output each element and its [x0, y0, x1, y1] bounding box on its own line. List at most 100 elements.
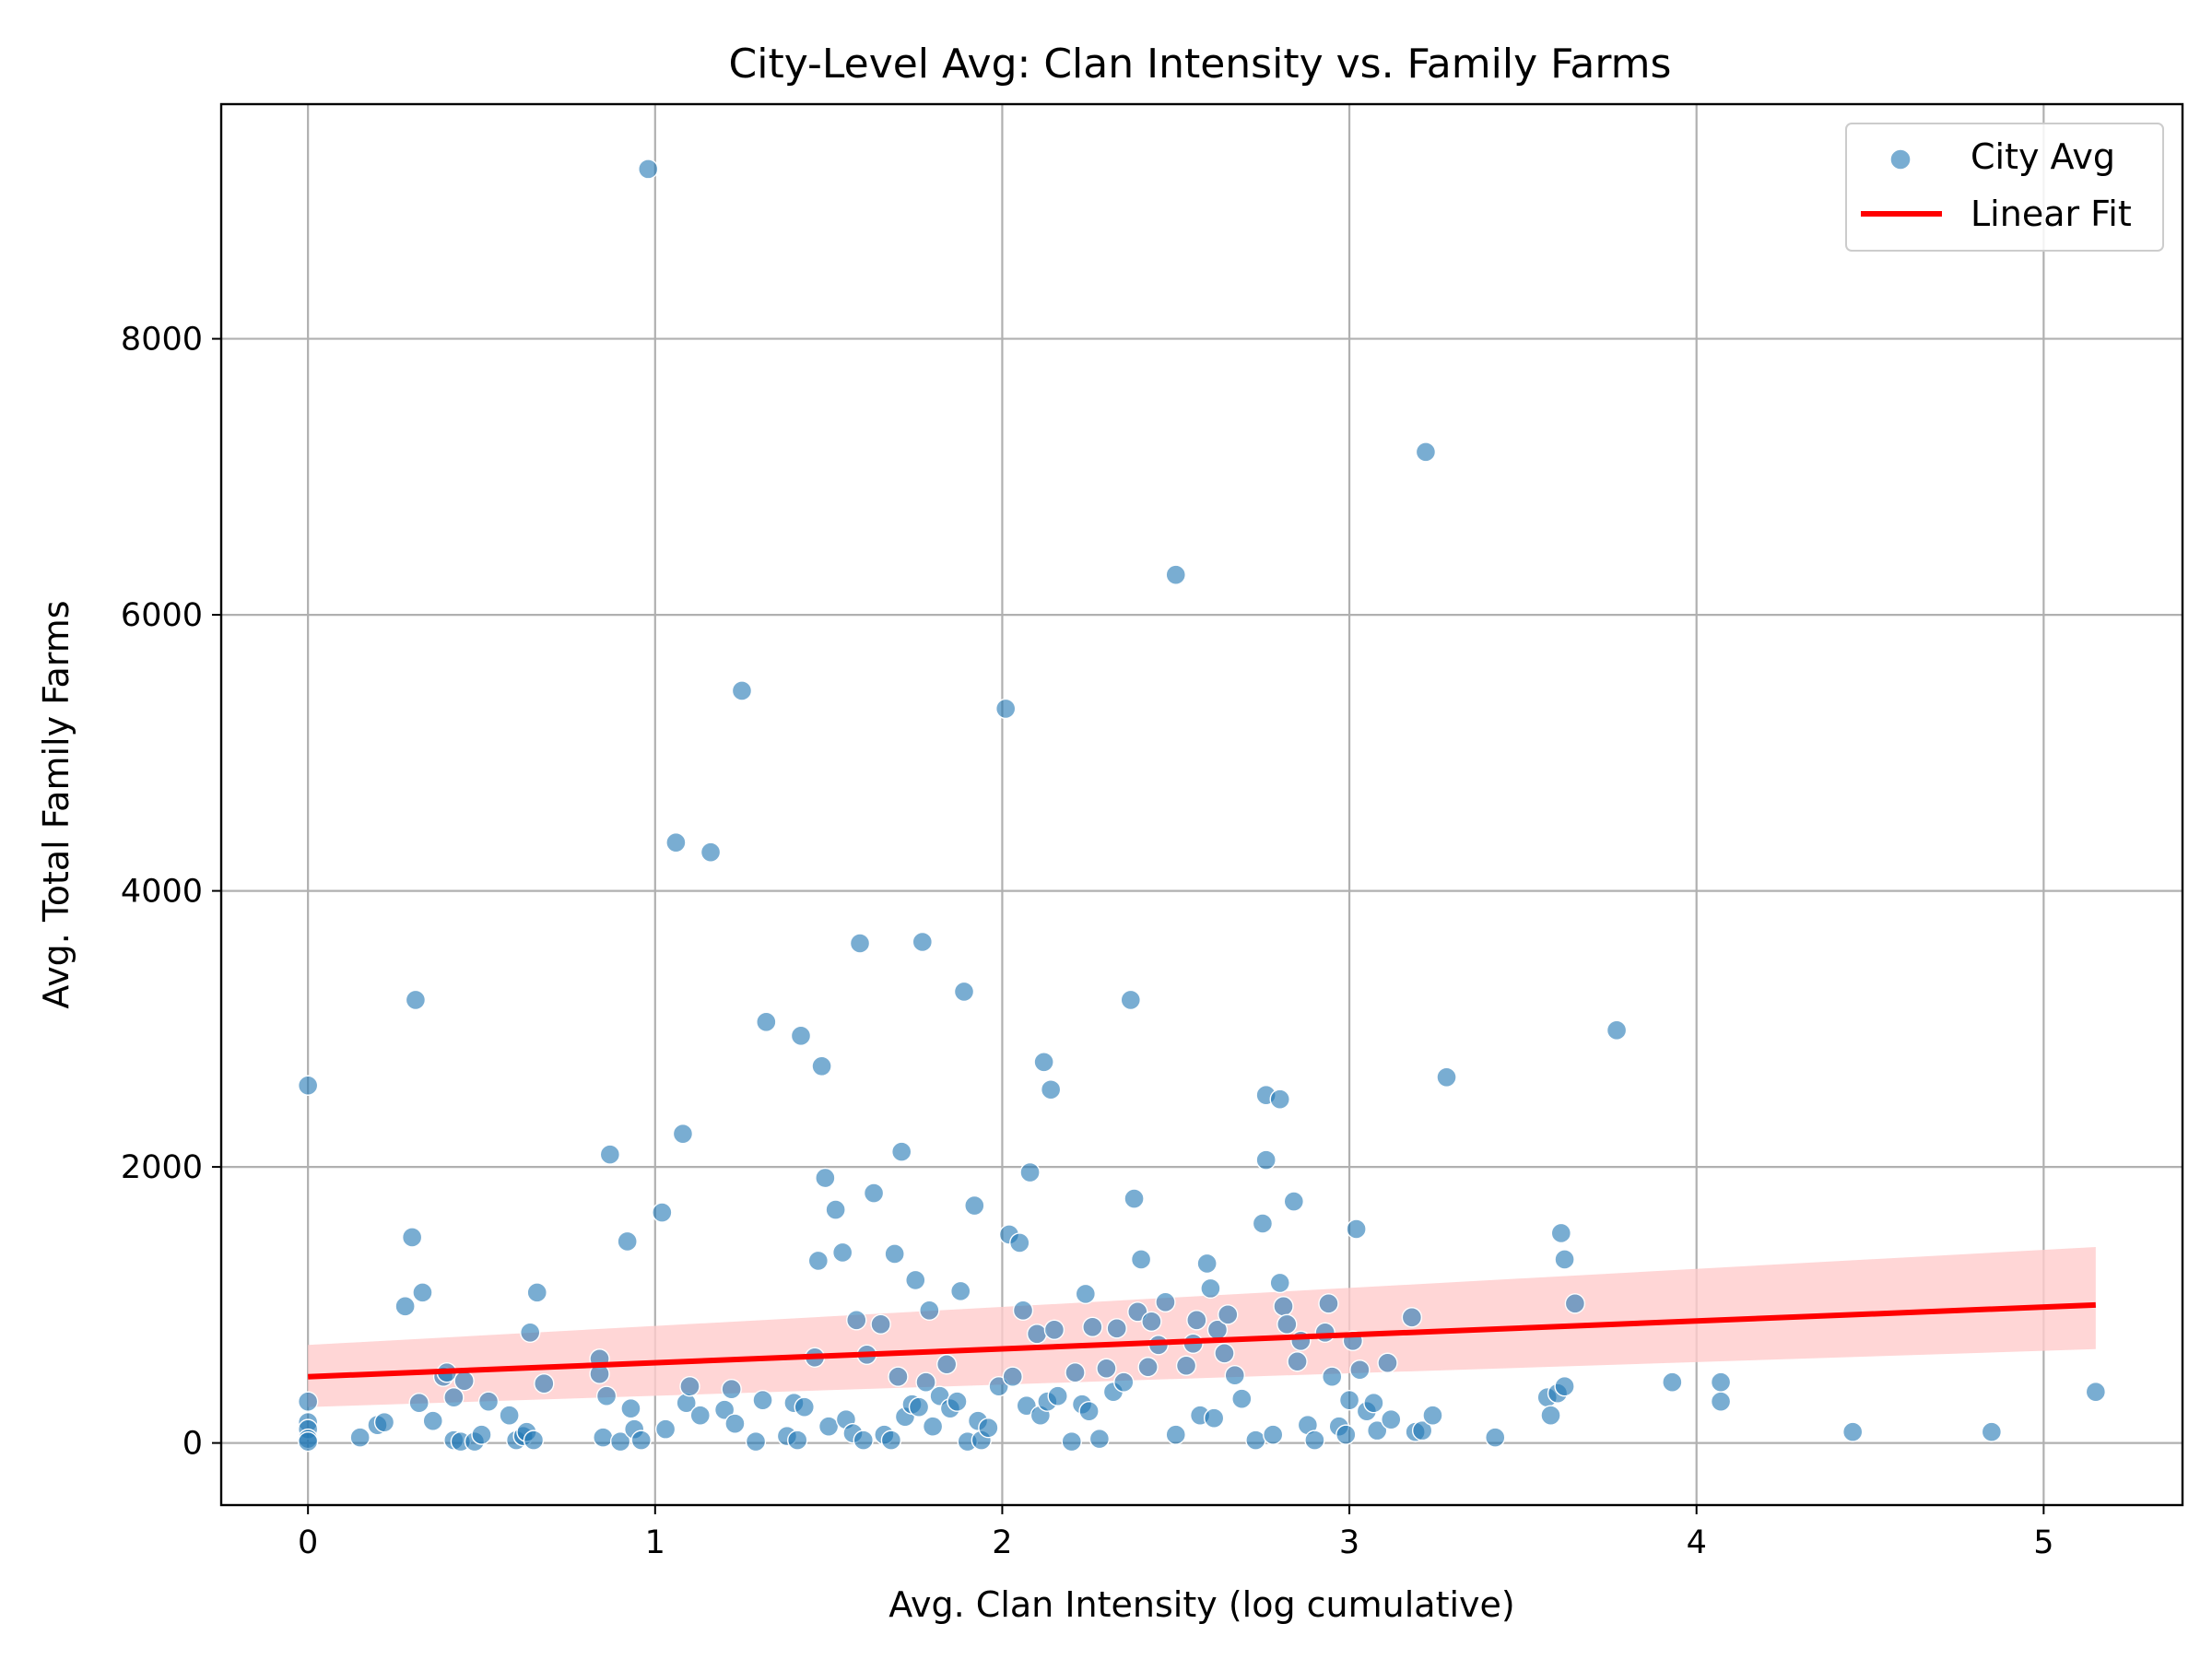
data-point — [950, 1280, 971, 1302]
data-point — [654, 1418, 677, 1440]
data-point — [652, 1202, 673, 1223]
data-point — [1175, 1355, 1197, 1376]
x-tick-label: 4 — [1687, 1524, 1707, 1561]
data-point — [1082, 1316, 1103, 1338]
data-point — [1214, 1343, 1235, 1364]
data-point — [679, 1376, 700, 1397]
y-tick-label: 2000 — [121, 1149, 203, 1186]
data-point — [1401, 1307, 1423, 1328]
data-point — [1273, 1296, 1294, 1317]
data-point — [1263, 1424, 1284, 1445]
data-point — [1061, 1430, 1082, 1453]
data-point — [1662, 1371, 1683, 1393]
data-point — [1096, 1358, 1117, 1379]
data-point — [870, 1313, 891, 1335]
data-point — [412, 1282, 433, 1303]
data-point — [1245, 1430, 1266, 1451]
data-point — [617, 1230, 638, 1253]
data-point — [689, 1405, 711, 1426]
data-point — [1981, 1421, 2003, 1442]
data-point — [1564, 1293, 1586, 1314]
data-point — [1165, 564, 1186, 585]
x-tick-label: 3 — [1339, 1524, 1359, 1561]
data-point — [520, 1322, 541, 1344]
data-point — [1554, 1249, 1575, 1270]
data-point — [807, 1250, 830, 1272]
x-tick-label: 1 — [645, 1524, 665, 1561]
data-point — [794, 1396, 815, 1418]
data-point — [1381, 1408, 1402, 1430]
data-point — [599, 1144, 621, 1165]
data-point — [756, 1011, 777, 1033]
data-point — [1078, 1400, 1100, 1422]
axis-ticks: 0 1 2 3 4 5 0 2000 4000 6000 8000 — [121, 322, 2054, 1561]
scatter-points — [297, 159, 2107, 1453]
data-point — [947, 1391, 968, 1412]
data-point — [846, 1310, 867, 1331]
data-point — [1009, 1232, 1030, 1253]
data-point — [863, 1182, 885, 1204]
data-point — [1710, 1371, 1732, 1393]
data-point — [595, 1385, 618, 1406]
data-point — [891, 1141, 912, 1162]
data-point — [1485, 1427, 1506, 1448]
data-point — [1026, 1324, 1048, 1345]
data-point — [630, 1430, 652, 1451]
data-point — [790, 1025, 812, 1047]
data-point — [853, 1430, 874, 1451]
legend-label-linear-fit: Linear Fit — [1971, 194, 2132, 234]
data-point — [731, 680, 753, 701]
legend-marker-city-avg — [1889, 148, 1912, 171]
data-point — [721, 1379, 742, 1400]
data-point — [1363, 1392, 1384, 1414]
data-point — [1550, 1222, 1572, 1244]
data-point — [373, 1411, 395, 1433]
data-point — [297, 1391, 319, 1412]
data-point — [888, 1366, 909, 1387]
data-point — [672, 1123, 694, 1145]
y-tick-label: 6000 — [121, 597, 203, 634]
data-point — [915, 1371, 936, 1393]
legend-box — [1845, 123, 2164, 252]
data-point — [593, 1427, 614, 1448]
data-point — [638, 159, 659, 180]
chart-title: City-Level Avg: Clan Intensity vs. Famil… — [729, 41, 1672, 88]
data-point — [1322, 1366, 1343, 1387]
data-point — [922, 1416, 944, 1437]
data-point — [1196, 1253, 1218, 1275]
data-point — [1314, 1322, 1335, 1344]
data-point — [1224, 1365, 1245, 1386]
data-point — [499, 1405, 520, 1426]
data-point — [1141, 1311, 1162, 1333]
x-tick-label: 5 — [2033, 1524, 2053, 1561]
data-point — [1304, 1430, 1325, 1451]
data-point — [1120, 989, 1141, 1011]
data-point — [471, 1424, 492, 1445]
y-tick-label: 4000 — [121, 874, 203, 911]
data-point — [1269, 1272, 1290, 1294]
y-tick-label: 0 — [182, 1426, 203, 1463]
x-tick-label: 0 — [298, 1524, 318, 1561]
data-point — [1277, 1313, 1298, 1335]
data-point — [401, 1227, 423, 1248]
data-point — [1113, 1371, 1135, 1393]
data-point — [825, 1199, 846, 1220]
plot-frame — [219, 102, 2184, 1507]
x-axis-label: Avg. Clan Intensity (log cumulative) — [888, 1584, 1514, 1625]
data-point — [1436, 1066, 1457, 1088]
data-point — [884, 1243, 905, 1265]
data-point — [1040, 1079, 1062, 1100]
data-point — [534, 1373, 555, 1394]
data-point — [1075, 1283, 1097, 1305]
data-point — [935, 1354, 958, 1375]
data-point — [1540, 1405, 1561, 1426]
data-point — [297, 1430, 319, 1453]
data-point — [1019, 1161, 1041, 1183]
data-point — [1012, 1300, 1034, 1322]
data-point — [1422, 1405, 1443, 1426]
data-point — [1137, 1357, 1159, 1378]
data-point — [912, 931, 934, 953]
data-point — [349, 1427, 371, 1448]
grid-lines — [221, 104, 2183, 1505]
data-point — [978, 1417, 999, 1439]
